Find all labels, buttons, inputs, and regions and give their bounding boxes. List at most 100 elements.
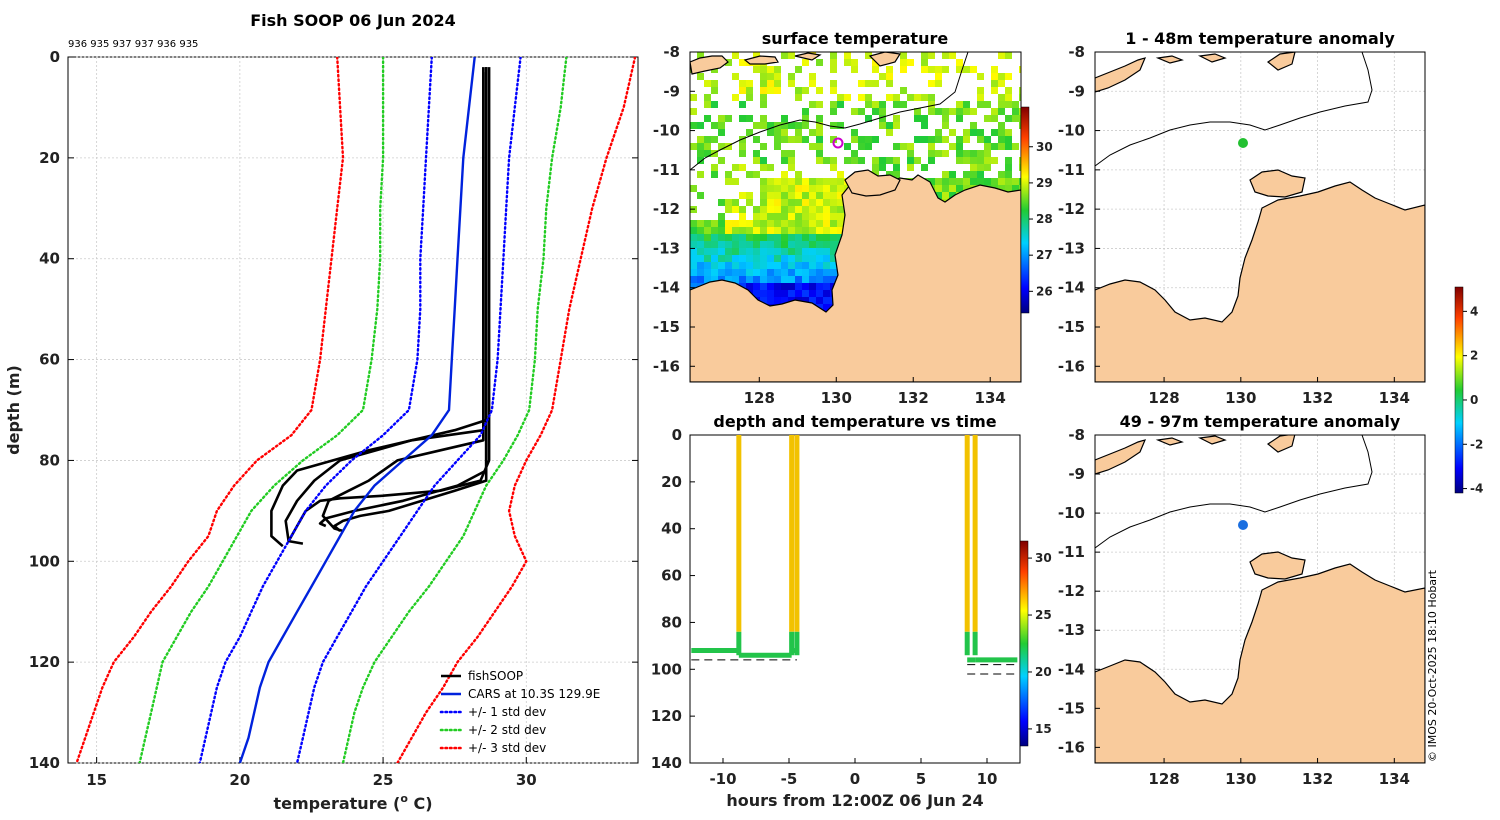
- sst-pixel: [858, 94, 865, 101]
- sst-pixel: [690, 227, 697, 234]
- sst-pixel: [774, 213, 781, 220]
- sst-pixel: [788, 73, 795, 80]
- sst-pixel: [767, 290, 774, 297]
- sst-pixel: [879, 164, 886, 171]
- sst-pixel: [823, 283, 830, 290]
- sst-pixel: [746, 276, 753, 283]
- sst-pixel: [956, 115, 963, 122]
- sst-pixel: [900, 52, 907, 59]
- sst-pixel: [858, 157, 865, 164]
- sst-pixel: [865, 143, 872, 150]
- sst-pixel: [1019, 94, 1021, 101]
- sst-pixel: [998, 52, 1005, 59]
- sst-pixel: [816, 150, 823, 157]
- sst-pixel: [753, 150, 760, 157]
- sst-pixel: [767, 220, 774, 227]
- anomaly-lower-map: [1095, 435, 1425, 763]
- sst-pixel: [732, 206, 739, 213]
- sst-pixel: [956, 66, 963, 73]
- sst-pixel: [907, 164, 914, 171]
- sst-pixel: [725, 206, 732, 213]
- sst-pixel: [886, 73, 893, 80]
- sst-pixel: [697, 255, 704, 262]
- sst-pixel: [781, 52, 788, 59]
- sst-pixel: [1019, 185, 1021, 192]
- sst-pixel: [788, 164, 795, 171]
- sst-pixel: [865, 80, 872, 87]
- sst-pixel: [963, 178, 970, 185]
- sst-pixel: [977, 101, 984, 108]
- sst-pixel: [823, 276, 830, 283]
- sst-pixel: [816, 262, 823, 269]
- sst-pixel: [739, 213, 746, 220]
- sst-pixel: [893, 101, 900, 108]
- sst-pixel: [718, 269, 725, 276]
- sst-pixel: [809, 185, 816, 192]
- time-title: depth and temperature vs time: [713, 412, 996, 431]
- sst-pixel: [760, 157, 767, 164]
- sst-pixel: [774, 241, 781, 248]
- sst-pixel: [1012, 178, 1019, 185]
- profile-series: [75, 57, 637, 763]
- sst-pixel: [725, 220, 732, 227]
- sst-pixel: [802, 234, 809, 241]
- map-ytick-label: -13: [653, 239, 680, 257]
- sst-pixel: [816, 115, 823, 122]
- sst-pixel: [823, 220, 830, 227]
- sst-pixel: [928, 143, 935, 150]
- sst-pixel: [949, 129, 956, 136]
- sst-pixel: [760, 269, 767, 276]
- sst-pixel: [711, 220, 718, 227]
- sst-pixel: [746, 129, 753, 136]
- sst-pixel: [739, 115, 746, 122]
- sst-pixel: [830, 276, 837, 283]
- sst-pixel: [977, 171, 984, 178]
- sst-pixel: [795, 248, 802, 255]
- sst-pixel: [816, 283, 823, 290]
- sst-pixel: [802, 59, 809, 66]
- sst-pixel: [816, 213, 823, 220]
- sst-pixel: [781, 220, 788, 227]
- sst-pixel: [942, 192, 949, 199]
- sst-land-melville: [844, 169, 901, 197]
- sst-pixel: [942, 52, 949, 59]
- sst-pixel: [697, 269, 704, 276]
- sst-pixel: [837, 192, 844, 199]
- sst-pixel: [718, 157, 725, 164]
- sst-pixel: [795, 136, 802, 143]
- time-ytick-label: 120: [651, 707, 682, 725]
- sst-pixel: [844, 157, 851, 164]
- sst-pixel: [795, 199, 802, 206]
- sst-pixel: [1005, 115, 1012, 122]
- sst-pixel: [725, 241, 732, 248]
- sst-pixel: [970, 150, 977, 157]
- sst-pixel: [788, 227, 795, 234]
- sst-pixel: [872, 101, 879, 108]
- sst-pixel: [970, 122, 977, 129]
- profile-fish-line: [318, 72, 488, 528]
- sst-pixel: [711, 227, 718, 234]
- sst-pixel: [949, 52, 956, 59]
- sst-pixel: [753, 276, 760, 283]
- anomaly-upper-title: 1 - 48m temperature anomaly: [1125, 29, 1395, 48]
- sst-pixel: [998, 101, 1005, 108]
- anomaly-upper-point: [1238, 138, 1248, 148]
- sst-pixel: [998, 136, 1005, 143]
- sst-pixel: [1005, 143, 1012, 150]
- sst-pixel: [830, 255, 837, 262]
- sst-pixel: [697, 136, 704, 143]
- sst-pixel: [746, 80, 753, 87]
- sst-pixel: [760, 73, 767, 80]
- sst-pixel: [697, 241, 704, 248]
- sst-pixel: [802, 297, 809, 304]
- sst-pixel: [963, 150, 970, 157]
- sst-pixel: [802, 199, 809, 206]
- sst-pixel: [1005, 164, 1012, 171]
- sst-pixel: [984, 143, 991, 150]
- sst-pixel: [788, 199, 795, 206]
- sst-pixel: [767, 297, 774, 304]
- sst-pixel: [823, 178, 830, 185]
- sst-pixel: [823, 199, 830, 206]
- sst-pixel: [823, 304, 830, 311]
- sst-pixel: [956, 178, 963, 185]
